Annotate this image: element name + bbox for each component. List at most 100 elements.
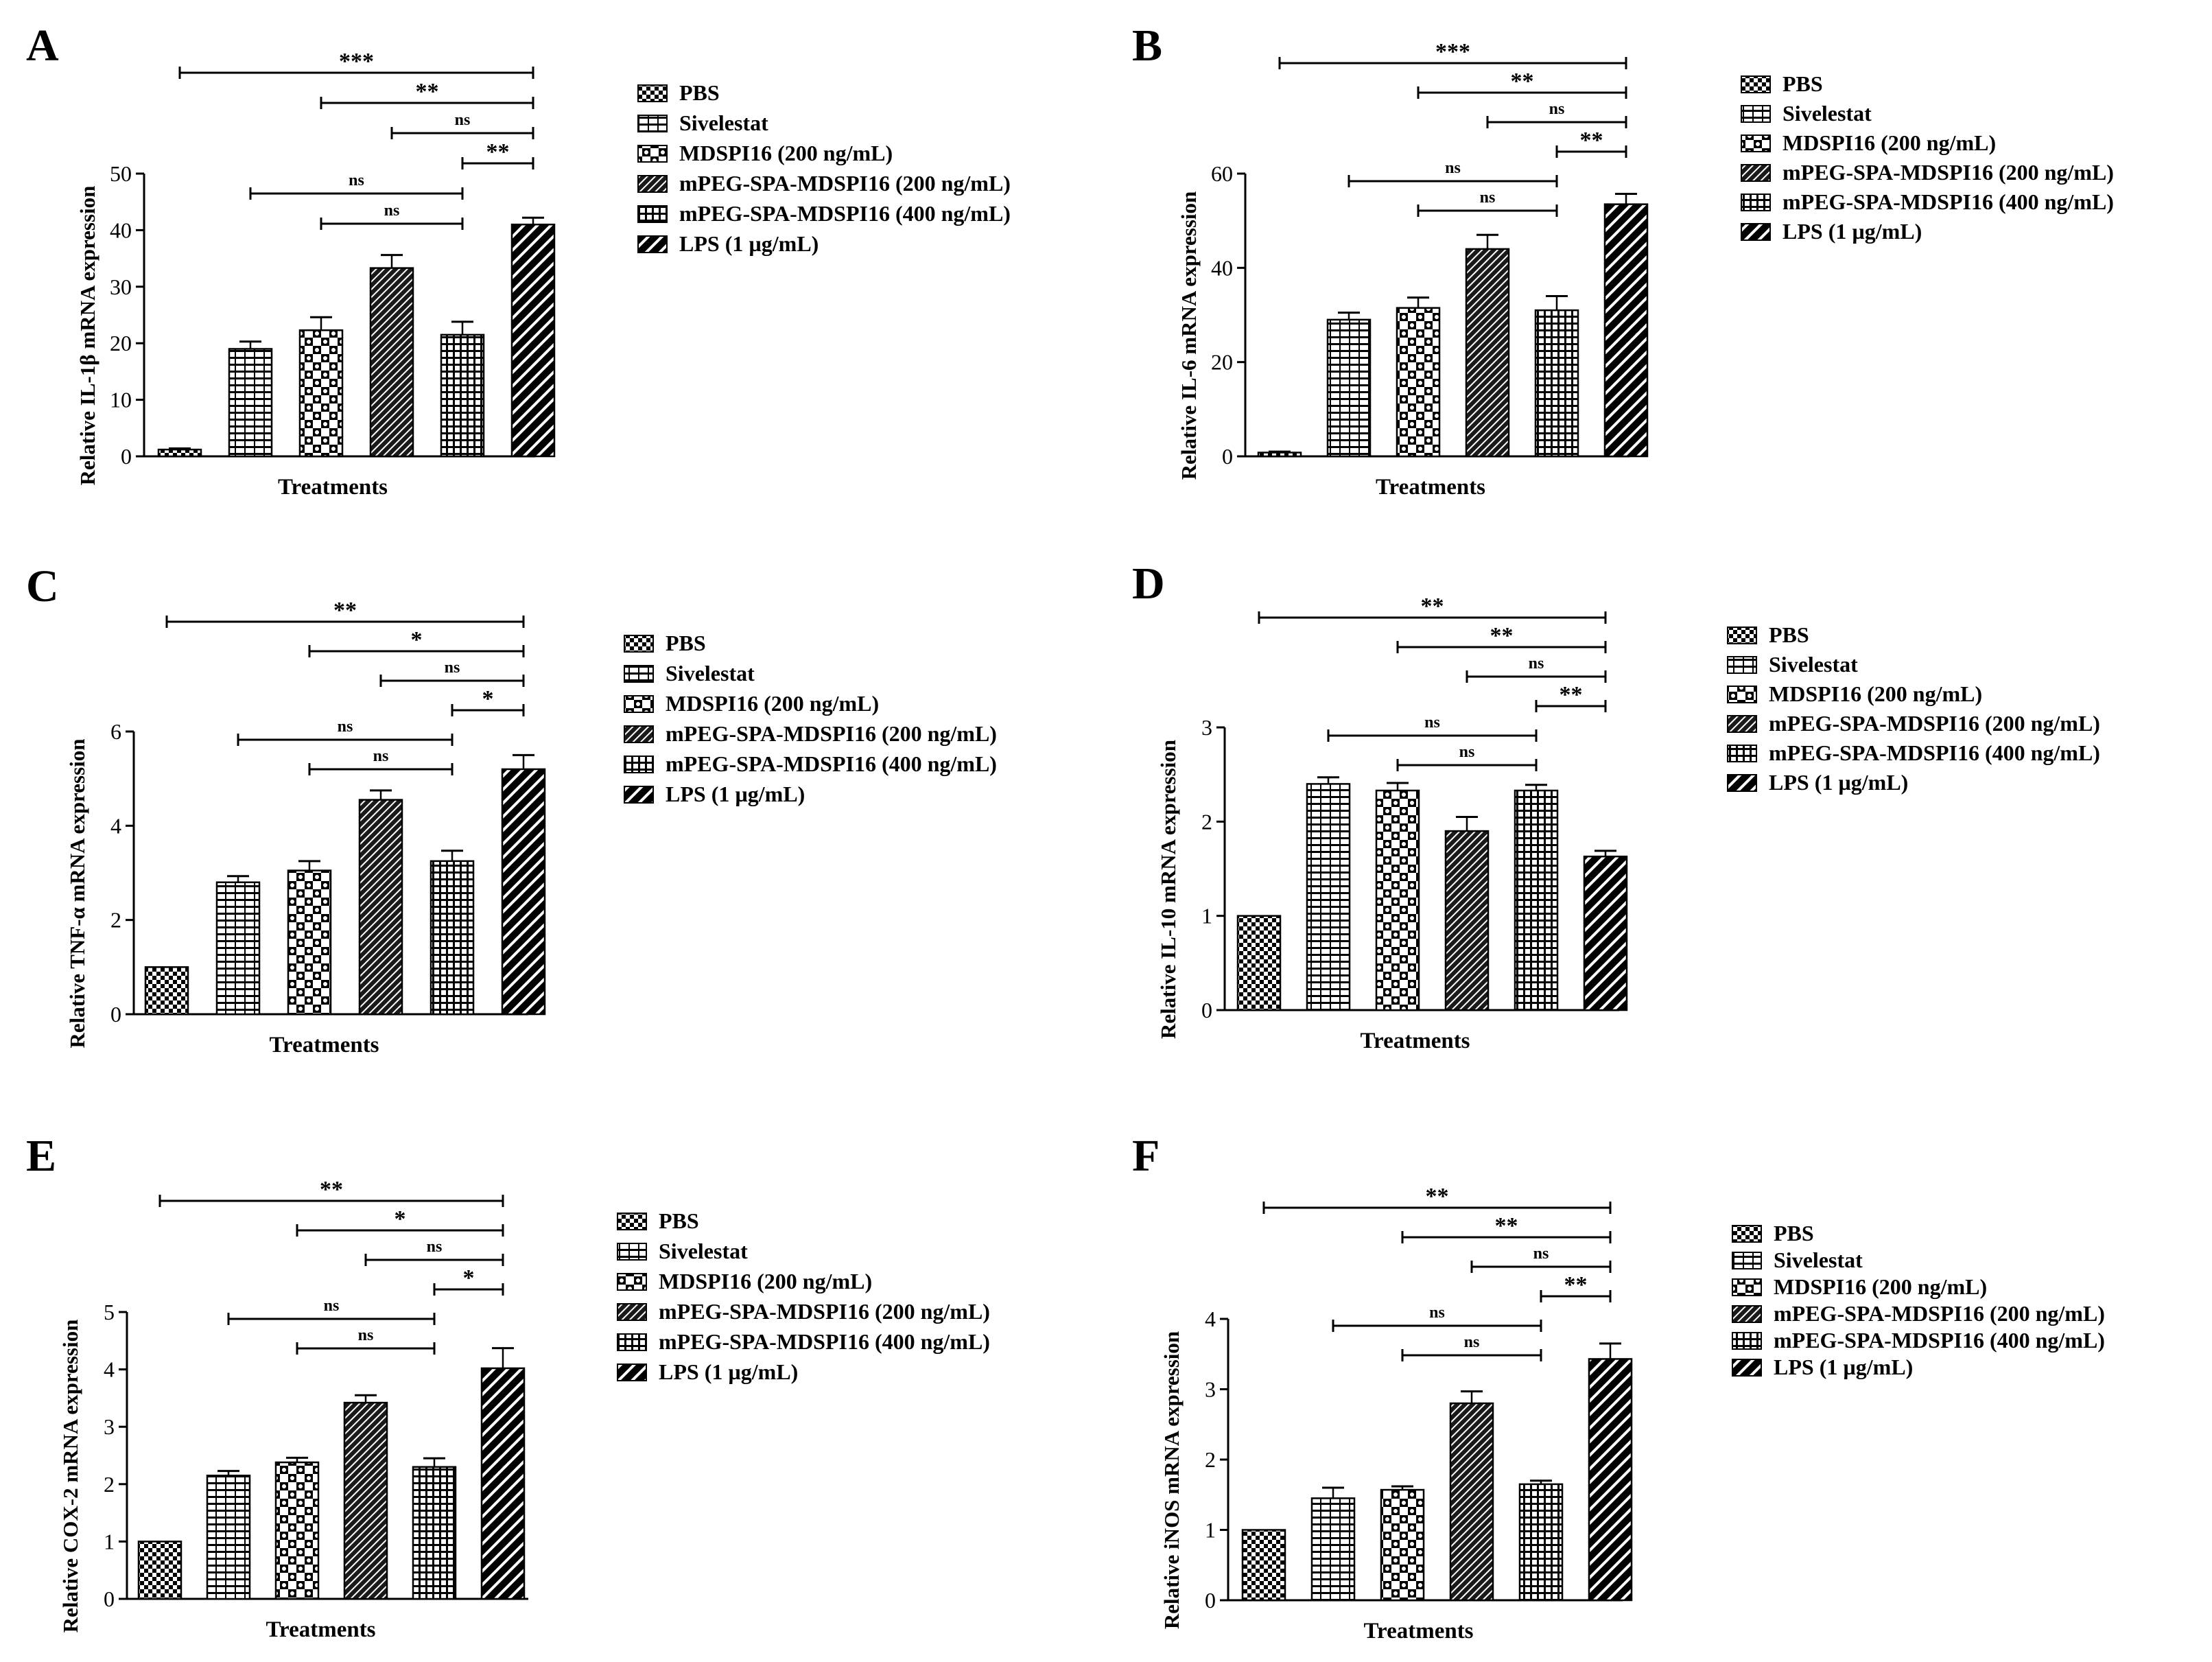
y-axis-label: Relative IL-6 mRNA expression bbox=[1177, 191, 1201, 480]
legend-label: LPS (1 µg/mL) bbox=[1769, 770, 1908, 795]
legend-label: mPEG-SPA-MDSPI16 (400 ng/mL) bbox=[659, 1329, 990, 1354]
significance-label: *** bbox=[339, 49, 374, 74]
significance-label: *** bbox=[1435, 39, 1470, 65]
y-axis-label: Relative iNOS mRNA expression bbox=[1160, 1331, 1184, 1629]
legend-swatch bbox=[637, 115, 668, 132]
y-axis-label: Relative IL-10 mRNA expression bbox=[1156, 740, 1180, 1039]
legend-label: PBS bbox=[1769, 622, 1809, 647]
legend-label: PBS bbox=[666, 631, 706, 655]
significance-label: * bbox=[411, 627, 423, 653]
bar bbox=[298, 329, 344, 458]
bar bbox=[501, 768, 546, 1016]
y-tick-label: 3 bbox=[104, 1414, 115, 1439]
significance-label: ns bbox=[1480, 189, 1496, 207]
significance-label: ns bbox=[324, 1297, 340, 1315]
bar bbox=[1588, 1358, 1633, 1602]
bar bbox=[440, 333, 485, 458]
y-tick-label: 4 bbox=[1205, 1307, 1216, 1331]
panel-B: B 0 20 40 60 Relative IL-6 mRNA expression Tre… bbox=[1132, 21, 2114, 500]
bar bbox=[137, 1541, 183, 1600]
legend-label: mPEG-SPA-MDSPI16 (400 ng/mL) bbox=[1769, 740, 2100, 765]
legend-label: MDSPI16 (200 ng/mL) bbox=[679, 141, 893, 165]
legend-swatch bbox=[637, 84, 668, 102]
legend-swatch bbox=[1741, 134, 1771, 152]
y-tick-label: 0 bbox=[104, 1587, 115, 1611]
significance-label: ** bbox=[486, 139, 510, 165]
legend-swatch bbox=[617, 1213, 647, 1230]
legend-label: mPEG-SPA-MDSPI16 (400 ng/mL) bbox=[666, 751, 997, 776]
legend-label: mPEG-SPA-MDSPI16 (400 ng/mL) bbox=[1782, 189, 2114, 214]
y-tick-label: 5 bbox=[104, 1300, 115, 1324]
legend-label: Sivelestat bbox=[659, 1239, 748, 1263]
legend-label: mPEG-SPA-MDSPI16 (200 ng/mL) bbox=[666, 721, 997, 746]
y-axis-label: Relative TNF-α mRNA expression bbox=[65, 739, 89, 1049]
legend-label: Sivelestat bbox=[679, 110, 768, 135]
legend-swatch bbox=[637, 235, 668, 253]
significance-label: ** bbox=[333, 598, 357, 623]
panel-letter: D bbox=[1132, 559, 1165, 609]
legend-label: MDSPI16 (200 ng/mL) bbox=[666, 691, 879, 716]
legend-label: mPEG-SPA-MDSPI16 (400 ng/mL) bbox=[679, 201, 1011, 226]
significance-label: ** bbox=[1511, 69, 1534, 94]
legend-swatch bbox=[637, 145, 668, 163]
legend-label: LPS (1 µg/mL) bbox=[1782, 219, 1922, 244]
legend-swatch bbox=[1727, 745, 1757, 762]
bar bbox=[412, 1466, 457, 1600]
legend-swatch bbox=[624, 786, 654, 804]
y-tick-label: 50 bbox=[110, 161, 132, 186]
bar bbox=[206, 1475, 251, 1600]
significance-label: * bbox=[395, 1206, 406, 1232]
panel-letter: B bbox=[1132, 21, 1162, 71]
y-tick-label: 40 bbox=[110, 218, 132, 242]
legend-label: LPS (1 µg/mL) bbox=[1774, 1355, 1913, 1379]
y-tick-label: 0 bbox=[121, 444, 132, 469]
bar bbox=[1534, 309, 1579, 458]
significance-label: ns bbox=[384, 202, 400, 220]
significance-label: ns bbox=[455, 111, 471, 129]
significance-label: ns bbox=[349, 172, 364, 189]
bar bbox=[343, 1401, 388, 1600]
bar bbox=[1518, 1483, 1564, 1602]
legend-swatch bbox=[1727, 715, 1757, 733]
y-tick-label: 0 bbox=[1201, 998, 1212, 1022]
legend-swatch bbox=[1727, 656, 1757, 674]
y-tick-label: 4 bbox=[104, 1357, 115, 1382]
legend-label: Sivelestat bbox=[1774, 1248, 1863, 1272]
y-tick-label: 1 bbox=[1201, 904, 1212, 928]
legend-swatch bbox=[637, 175, 668, 193]
legend-swatch bbox=[1727, 686, 1757, 703]
panel-A: A 0 10 20 30 40 50 Relative IL-1β mRNA expressi… bbox=[26, 21, 1011, 500]
legend-label: PBS bbox=[679, 80, 720, 105]
x-axis-label: Treatments bbox=[1360, 1029, 1470, 1053]
significance-label: ns bbox=[1464, 1333, 1480, 1351]
legend-label: Sivelestat bbox=[666, 661, 755, 686]
significance-label: ** bbox=[1495, 1213, 1518, 1239]
bar bbox=[480, 1367, 526, 1600]
x-axis-label: Treatments bbox=[278, 475, 388, 500]
bar bbox=[1603, 203, 1649, 458]
significance-label: ** bbox=[320, 1177, 343, 1202]
legend-swatch bbox=[1741, 164, 1771, 182]
significance-label: ** bbox=[1421, 594, 1444, 619]
significance-label: ** bbox=[1490, 623, 1514, 648]
y-tick-label: 10 bbox=[110, 388, 132, 412]
legend-swatch bbox=[1732, 1278, 1762, 1296]
panel-letter: F bbox=[1132, 1131, 1160, 1181]
y-tick-label: 0 bbox=[1205, 1588, 1216, 1613]
significance-label: ns bbox=[445, 659, 460, 677]
y-tick-label: 20 bbox=[110, 331, 132, 355]
legend-swatch bbox=[617, 1333, 647, 1351]
bar bbox=[510, 223, 556, 458]
legend-label: mPEG-SPA-MDSPI16 (400 ng/mL) bbox=[1774, 1328, 2105, 1353]
significance-label: ns bbox=[358, 1326, 374, 1344]
significance-label: ns bbox=[1549, 100, 1565, 118]
legend-swatch bbox=[1741, 194, 1771, 211]
legend-swatch bbox=[624, 695, 654, 713]
legend: PBS Sivelestat MDSPI16 (200 ng/mL) mPEG-SPA… bbox=[624, 631, 997, 806]
bar bbox=[1514, 789, 1559, 1011]
legend-label: Sivelestat bbox=[1782, 101, 1872, 126]
